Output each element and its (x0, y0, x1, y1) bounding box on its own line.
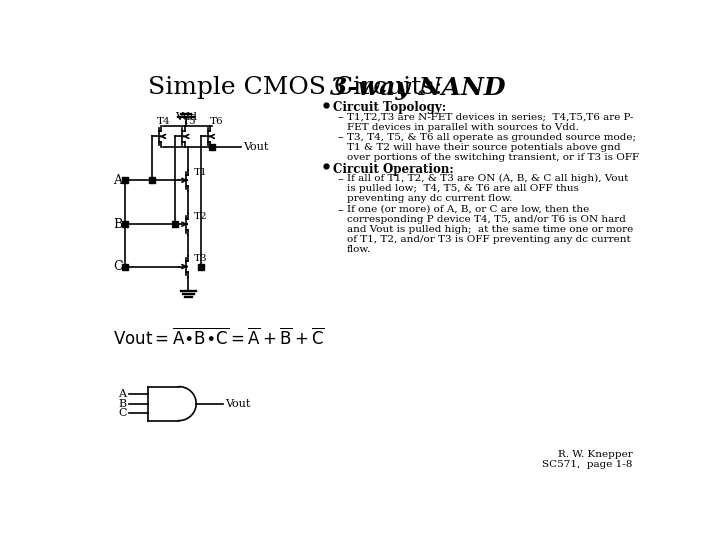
Text: R. W. Knepper: R. W. Knepper (558, 450, 632, 459)
Text: T1: T1 (194, 168, 207, 177)
Text: If one (or more) of A, B, or C are low, then the: If one (or more) of A, B, or C are low, … (346, 205, 589, 214)
Text: $\mathrm{Vout} = \overline{\mathrm{A} {\bullet} \mathrm{B} {\bullet} \mathrm{C}}: $\mathrm{Vout} = \overline{\mathrm{A} {\… (113, 328, 325, 349)
Text: C: C (118, 408, 127, 418)
Text: Vout: Vout (225, 399, 251, 409)
Text: over portions of the switching transient, or if T3 is OFF: over portions of the switching transient… (346, 153, 639, 161)
Text: SC571,  page 1-8: SC571, page 1-8 (542, 460, 632, 469)
Text: preventing any dc current flow.: preventing any dc current flow. (346, 194, 512, 203)
Text: Vout: Vout (243, 142, 269, 152)
Text: T1 & T2 will have their source potentials above gnd: T1 & T2 will have their source potential… (346, 143, 620, 152)
Text: Vdd: Vdd (175, 112, 197, 122)
Text: B: B (118, 399, 127, 409)
Text: T4: T4 (157, 117, 170, 126)
Text: –: – (338, 132, 343, 143)
Text: of T1, T2, and/or T3 is OFF preventing any dc current: of T1, T2, and/or T3 is OFF preventing a… (346, 235, 630, 244)
Text: T6: T6 (210, 117, 224, 126)
Text: FET devices in parallel with sources to Vdd.: FET devices in parallel with sources to … (346, 123, 578, 132)
Text: T5: T5 (183, 117, 197, 126)
Text: A: A (114, 174, 122, 187)
Text: T1,T2,T3 are N-FET devices in series;  T4,T5,T6 are P-: T1,T2,T3 are N-FET devices in series; T4… (346, 112, 633, 122)
Text: Simple CMOS Circuits:: Simple CMOS Circuits: (148, 76, 459, 99)
Text: and Vout is pulled high;  at the same time one or more: and Vout is pulled high; at the same tim… (346, 225, 633, 234)
Text: –: – (338, 205, 343, 215)
Text: is pulled low;  T4, T5, & T6 are all OFF thus: is pulled low; T4, T5, & T6 are all OFF … (346, 184, 578, 193)
Text: T3: T3 (194, 254, 207, 264)
Text: corresponding P device T4, T5, and/or T6 is ON hard: corresponding P device T4, T5, and/or T6… (346, 215, 626, 224)
Text: C: C (113, 260, 122, 273)
Text: T2: T2 (194, 212, 207, 221)
Text: 3-way NAND: 3-way NAND (330, 76, 505, 99)
Text: B: B (113, 218, 122, 231)
Text: –: – (338, 174, 343, 184)
Text: A: A (118, 389, 127, 400)
Text: T3, T4, T5, & T6 all operate as grounded source mode;: T3, T4, T5, & T6 all operate as grounded… (346, 132, 636, 141)
Text: flow.: flow. (346, 245, 371, 254)
Text: Circuit Topology:: Circuit Topology: (333, 101, 446, 114)
Text: If all of T1, T2, & T3 are ON (A, B, & C all high), Vout: If all of T1, T2, & T3 are ON (A, B, & C… (346, 174, 628, 183)
Text: Circuit Operation:: Circuit Operation: (333, 163, 454, 176)
Text: –: – (338, 112, 343, 123)
